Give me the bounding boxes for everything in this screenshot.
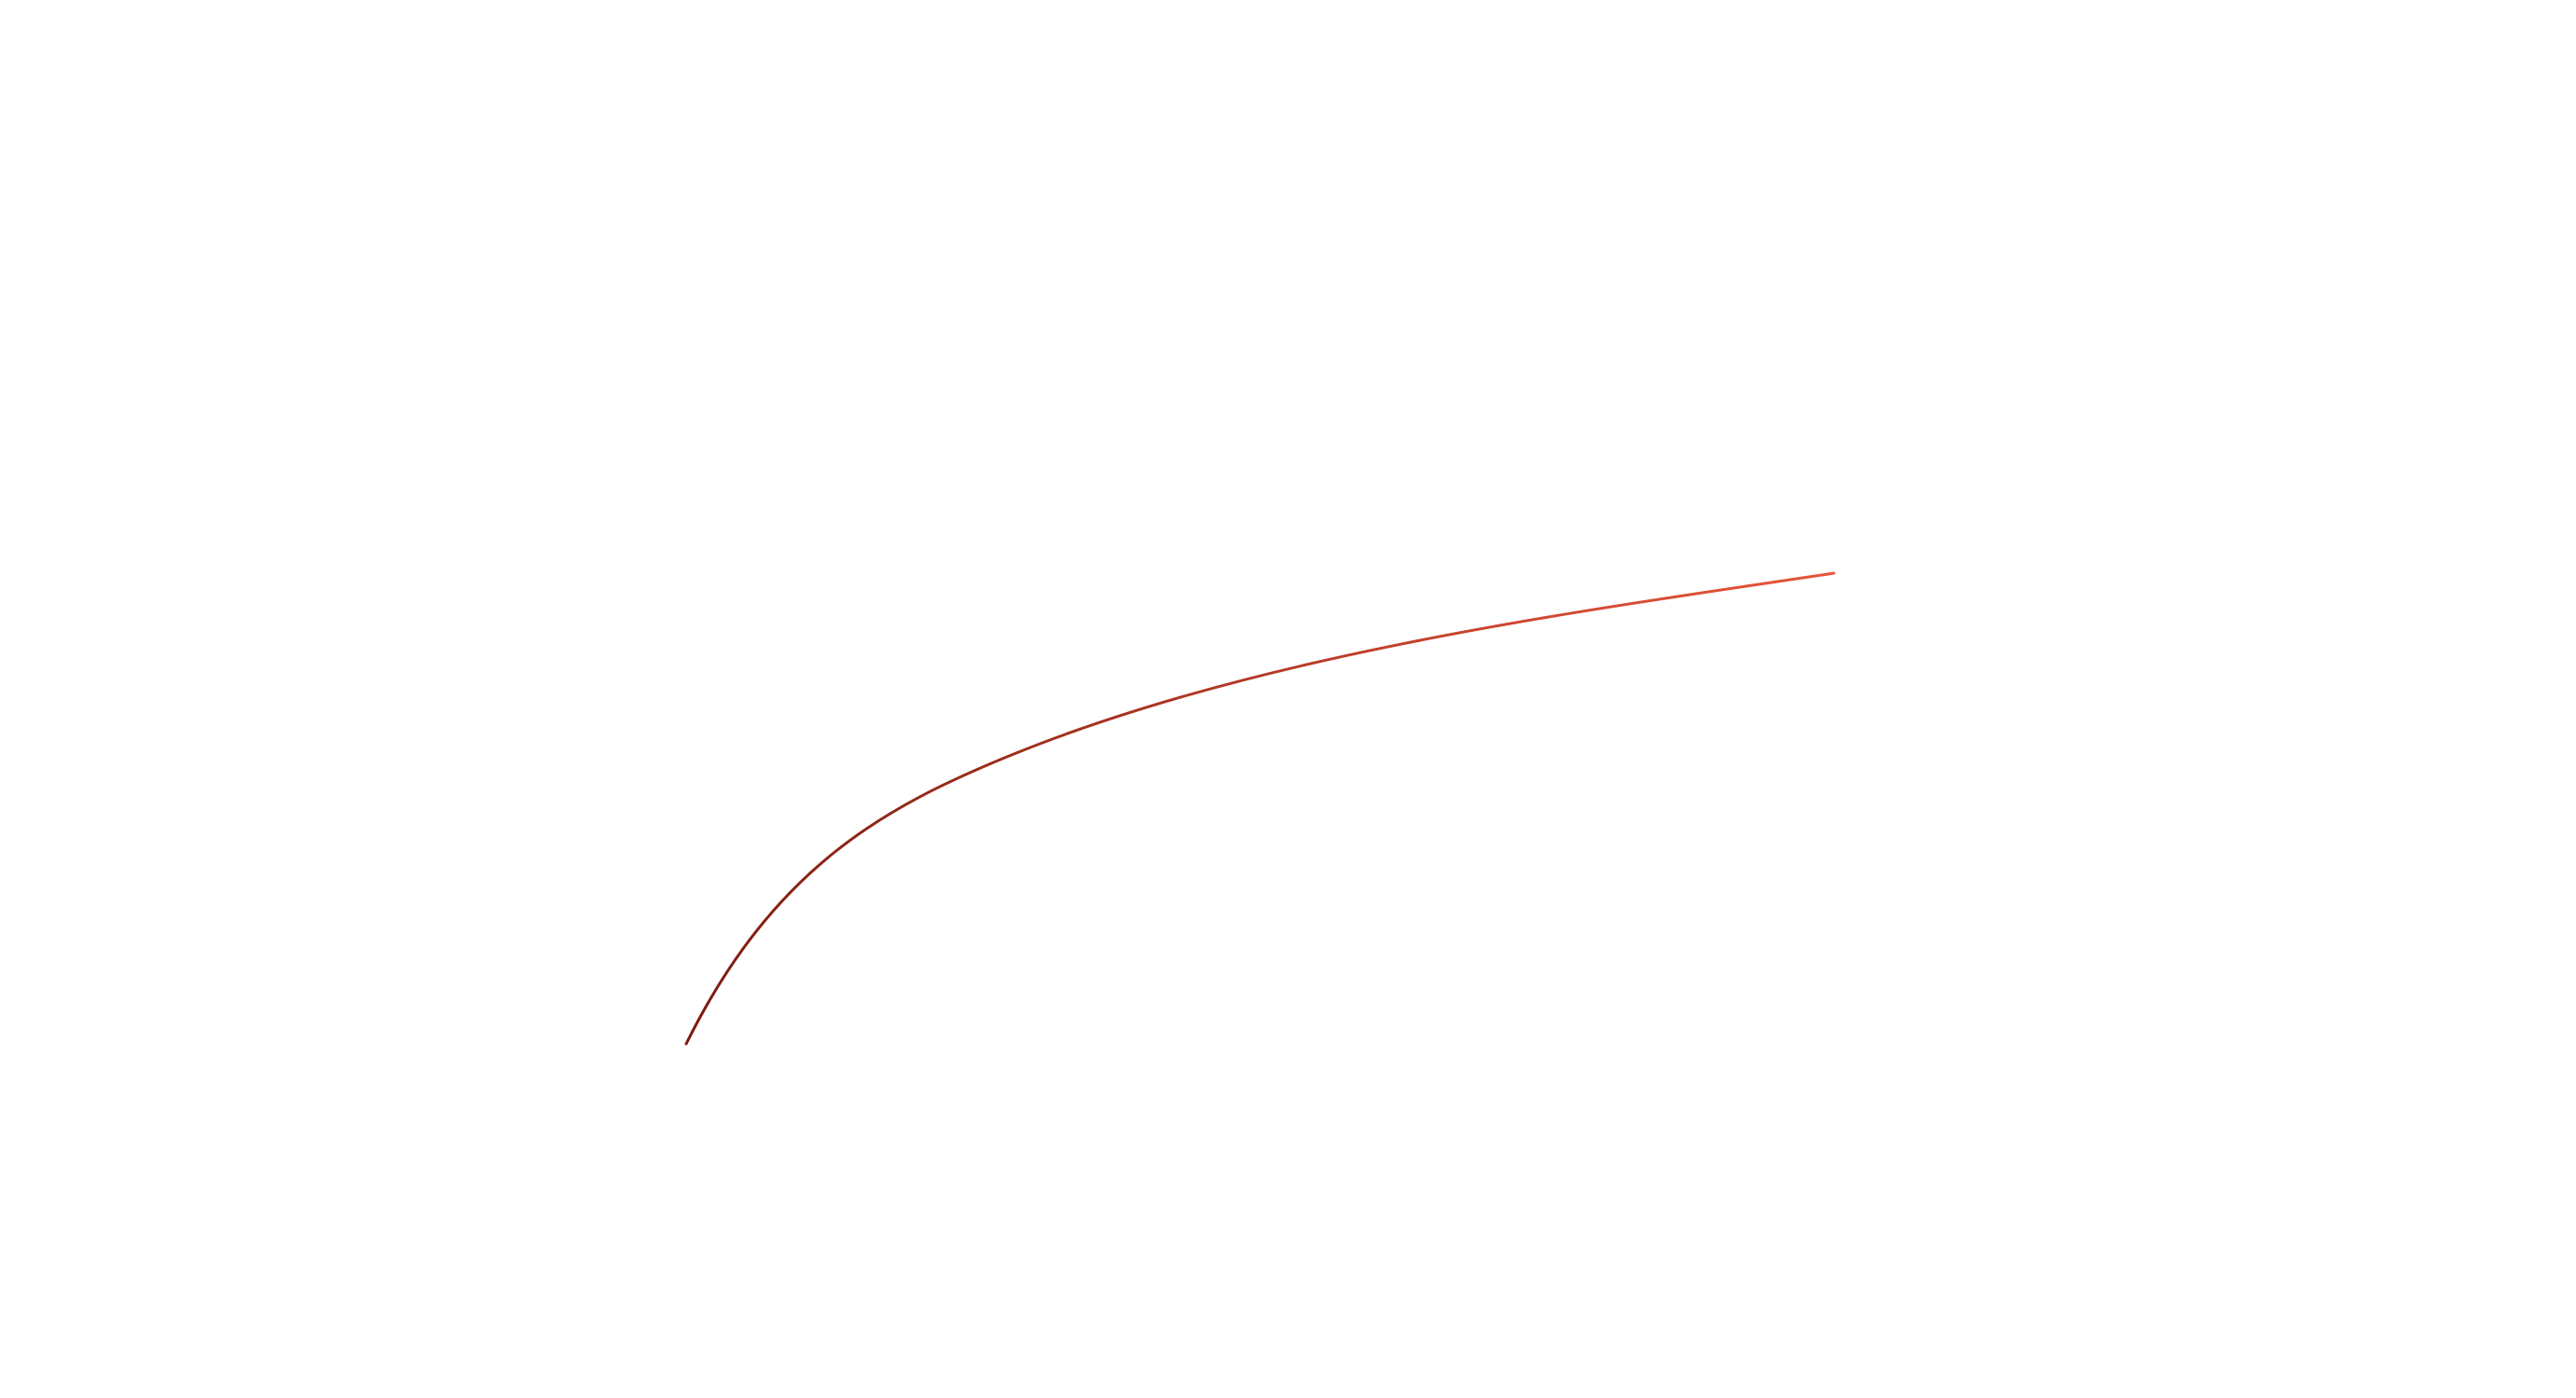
red-curve-line (684, 571, 1836, 1046)
